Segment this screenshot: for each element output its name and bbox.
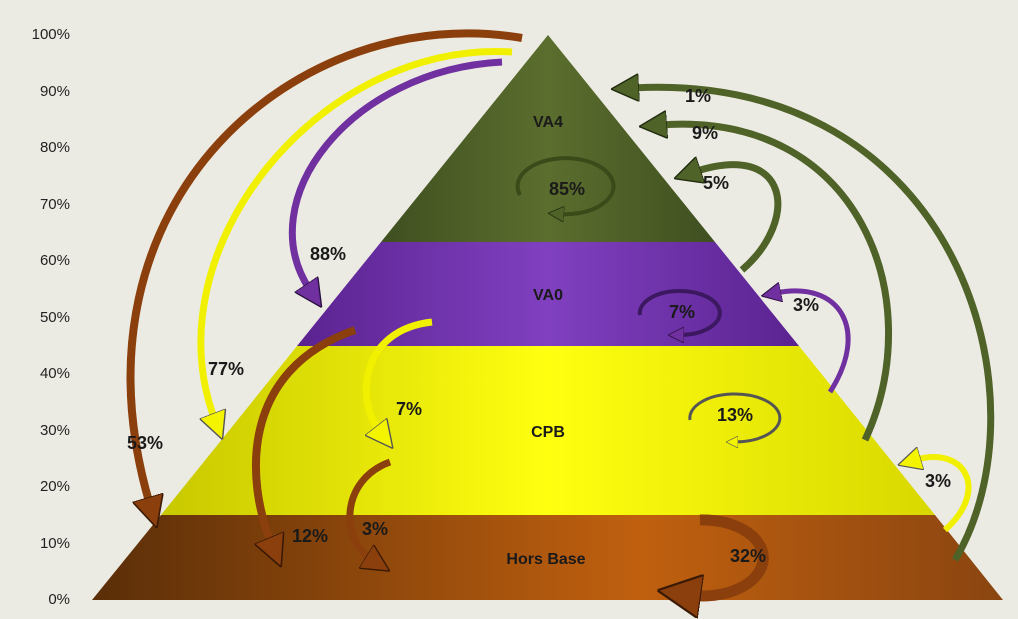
tick-label: 60% — [40, 252, 70, 269]
loop-label: 85% — [549, 179, 585, 199]
flow-label: 53% — [127, 433, 163, 453]
layer-label: VA4 — [533, 114, 563, 131]
tick-label: 40% — [40, 365, 70, 382]
flow-label: 77% — [208, 359, 244, 379]
tick-label: 0% — [48, 591, 70, 608]
arrow — [251, 326, 357, 545]
loop-arrow — [688, 392, 782, 442]
loop-arrow — [690, 514, 769, 596]
arrow — [694, 165, 782, 273]
tick-label: 80% — [40, 139, 70, 156]
tick-label: 90% — [40, 83, 70, 100]
flow-label: 9% — [692, 123, 718, 143]
arrow — [346, 458, 392, 560]
y-axis: 100% 90% 80% 70% 60% 50% 40% 30% 20% 10%… — [32, 26, 70, 608]
tick-label: 50% — [40, 309, 70, 326]
tick-label: 10% — [40, 535, 70, 552]
layer-label: CPB — [531, 424, 565, 441]
flow-label: 5% — [703, 173, 729, 193]
arrows — [126, 29, 995, 596]
tick-label: 20% — [40, 478, 70, 495]
tick-label: 70% — [40, 196, 70, 213]
layer-label: Hors Base — [506, 551, 585, 568]
flow-label: 12% — [292, 526, 328, 546]
layer-cpb — [161, 346, 935, 515]
flow-labels: 1% 9% 5% 3% 3% 88% 77% 53% 7% 12% 3% — [127, 86, 951, 546]
tick-label: 30% — [40, 422, 70, 439]
arrow — [776, 291, 851, 394]
arrow — [197, 48, 513, 420]
flow-label: 3% — [362, 519, 388, 539]
arrow — [362, 318, 433, 432]
loop-arrow — [515, 156, 616, 214]
tick-label: 100% — [32, 26, 70, 43]
flow-label: 3% — [793, 295, 819, 315]
loop-label: 7% — [669, 302, 695, 322]
layer-hors-base — [92, 515, 1003, 600]
layer-va4 — [381, 35, 715, 242]
flow-label: 88% — [310, 244, 346, 264]
loop-label: 13% — [717, 405, 753, 425]
arrow — [660, 124, 893, 442]
flow-label: 1% — [685, 86, 711, 106]
loop-labels: 85% 7% 13% 32% — [549, 179, 766, 566]
arrow — [126, 29, 523, 505]
flow-label: 7% — [396, 399, 422, 419]
loop-label: 32% — [730, 546, 766, 566]
arrow — [915, 457, 972, 533]
arrow — [288, 58, 503, 290]
flow-label: 3% — [925, 471, 951, 491]
pyramid: VA4 VA0 CPB Hors Base — [92, 35, 1003, 600]
loop-arrow — [637, 289, 722, 335]
layer-label: VA0 — [533, 287, 563, 304]
arrow — [632, 87, 995, 562]
